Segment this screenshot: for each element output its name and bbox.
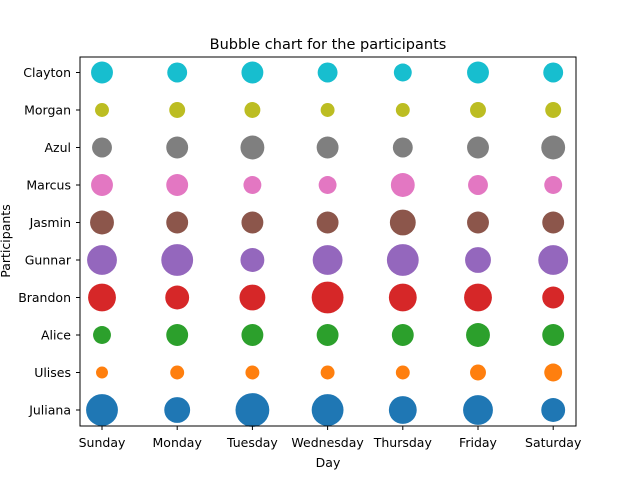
y-axis: Juliana Ulises Alice Brandon Gunnar Jasmin Mar… bbox=[18, 65, 80, 418]
y-tick-label: Gunnar bbox=[25, 253, 72, 268]
bubble-brandon-monday bbox=[165, 285, 190, 310]
x-axis: Sunday Monday Tuesday Wednesday Thursday Frid… bbox=[79, 426, 582, 450]
y-tick-label: Clayton bbox=[23, 65, 71, 80]
bubble-alice-saturday bbox=[542, 324, 565, 346]
x-tick-label: Sunday bbox=[79, 435, 126, 450]
chart-title: Bubble chart for the participants bbox=[210, 37, 447, 53]
bubble-alice-monday bbox=[166, 324, 189, 346]
bubble-clayton-tuesday bbox=[241, 61, 264, 84]
bubble-gunnar-friday bbox=[465, 247, 491, 273]
y-tick-label: Azul bbox=[44, 140, 71, 155]
y-axis-label: Participants bbox=[0, 204, 13, 277]
x-tick-label: Monday bbox=[153, 435, 203, 450]
bubble-morgan-tuesday bbox=[244, 102, 261, 118]
bubble-gunnar-thursday bbox=[386, 244, 419, 276]
bubble-juliana-sunday bbox=[86, 394, 118, 426]
bubble-gunnar-monday bbox=[161, 244, 194, 276]
bubble-brandon-thursday bbox=[388, 283, 417, 312]
bubble-jasmin-saturday bbox=[542, 211, 565, 234]
bubble-alice-sunday bbox=[93, 326, 111, 344]
bubble-morgan-thursday bbox=[395, 103, 410, 117]
bubble-clayton-friday bbox=[467, 61, 489, 84]
bubble-jasmin-sunday bbox=[90, 210, 114, 235]
bubble-ulises-sunday bbox=[96, 366, 108, 379]
bubble-ulises-saturday bbox=[544, 363, 563, 382]
bubble-brandon-tuesday bbox=[239, 284, 266, 311]
bubble-clayton-saturday bbox=[543, 62, 564, 83]
bubble-ulises-tuesday bbox=[245, 365, 260, 380]
bubble-jasmin-monday bbox=[166, 211, 189, 234]
bubble-azul-friday bbox=[467, 136, 489, 159]
bubble-brandon-saturday bbox=[542, 286, 565, 309]
bubble-marcus-wednesday bbox=[318, 176, 337, 194]
x-tick-label: Thursday bbox=[373, 435, 433, 450]
bubble-azul-monday bbox=[166, 136, 189, 159]
bubble-juliana-thursday bbox=[388, 396, 417, 424]
bubble-juliana-monday bbox=[164, 397, 191, 423]
bubble-alice-wednesday bbox=[316, 324, 339, 346]
y-tick-label: Ulises bbox=[34, 365, 71, 380]
bubble-alice-thursday bbox=[391, 324, 414, 346]
bubble-marcus-tuesday bbox=[243, 176, 262, 194]
bubble-azul-wednesday bbox=[316, 136, 339, 159]
bubble-gunnar-wednesday bbox=[312, 245, 343, 275]
bubble-ulises-monday bbox=[170, 365, 185, 380]
bubble-clayton-sunday bbox=[91, 61, 113, 84]
bubble-juliana-saturday bbox=[541, 398, 566, 422]
bubble-marcus-thursday bbox=[390, 173, 415, 197]
y-tick-label: Marcus bbox=[26, 178, 71, 193]
bubble-brandon-wednesday bbox=[311, 281, 344, 314]
bubble-ulises-thursday bbox=[395, 365, 410, 380]
bubble-gunnar-saturday bbox=[538, 245, 569, 275]
bubble-gunnar-tuesday bbox=[240, 248, 265, 272]
bubble-morgan-monday bbox=[169, 102, 186, 118]
bubble-azul-thursday bbox=[392, 137, 413, 158]
y-tick-label: Brandon bbox=[18, 290, 71, 305]
bubble-marcus-monday bbox=[166, 174, 189, 196]
bubble-morgan-saturday bbox=[545, 102, 562, 118]
y-tick-label: Morgan bbox=[24, 103, 71, 118]
bubble-clayton-thursday bbox=[393, 63, 412, 82]
bubble-alice-tuesday bbox=[241, 324, 264, 346]
bubble-brandon-sunday bbox=[88, 283, 116, 312]
y-tick-label: Alice bbox=[41, 328, 71, 343]
bubble-jasmin-tuesday bbox=[241, 211, 264, 234]
bubble-jasmin-thursday bbox=[389, 209, 416, 236]
x-tick-label: Wednesday bbox=[291, 435, 364, 450]
bubble-juliana-tuesday bbox=[235, 393, 270, 427]
x-axis-label: Day bbox=[316, 455, 341, 470]
y-tick-label: Juliana bbox=[28, 403, 71, 418]
bubble-clayton-wednesday bbox=[317, 62, 338, 83]
bubble-morgan-wednesday bbox=[320, 103, 335, 117]
bubble-brandon-friday bbox=[464, 283, 492, 312]
bubble-juliana-friday bbox=[463, 395, 493, 425]
bubble-azul-tuesday bbox=[240, 135, 265, 160]
y-tick-label: Jasmin bbox=[29, 215, 71, 230]
bubble-morgan-sunday bbox=[95, 103, 109, 117]
bubble-ulises-wednesday bbox=[320, 365, 335, 380]
bubble-jasmin-wednesday bbox=[316, 211, 339, 234]
bubble-azul-saturday bbox=[541, 135, 566, 160]
bubble-clayton-monday bbox=[167, 62, 188, 83]
bubble-ulises-friday bbox=[470, 364, 486, 381]
bubble-juliana-wednesday bbox=[311, 394, 344, 426]
x-tick-label: Friday bbox=[459, 435, 497, 450]
bubble-azul-sunday bbox=[92, 137, 112, 158]
bubble-jasmin-friday bbox=[467, 211, 489, 234]
bubble-alice-friday bbox=[466, 323, 490, 347]
x-tick-label: Saturday bbox=[525, 435, 582, 450]
bubble-marcus-saturday bbox=[544, 176, 563, 194]
bubble-morgan-friday bbox=[470, 102, 486, 118]
bubble-gunnar-sunday bbox=[87, 245, 117, 275]
x-tick-label: Tuesday bbox=[226, 435, 278, 450]
bubble-layer bbox=[86, 61, 569, 427]
bubble-marcus-sunday bbox=[91, 174, 113, 196]
bubble-marcus-friday bbox=[468, 175, 488, 195]
